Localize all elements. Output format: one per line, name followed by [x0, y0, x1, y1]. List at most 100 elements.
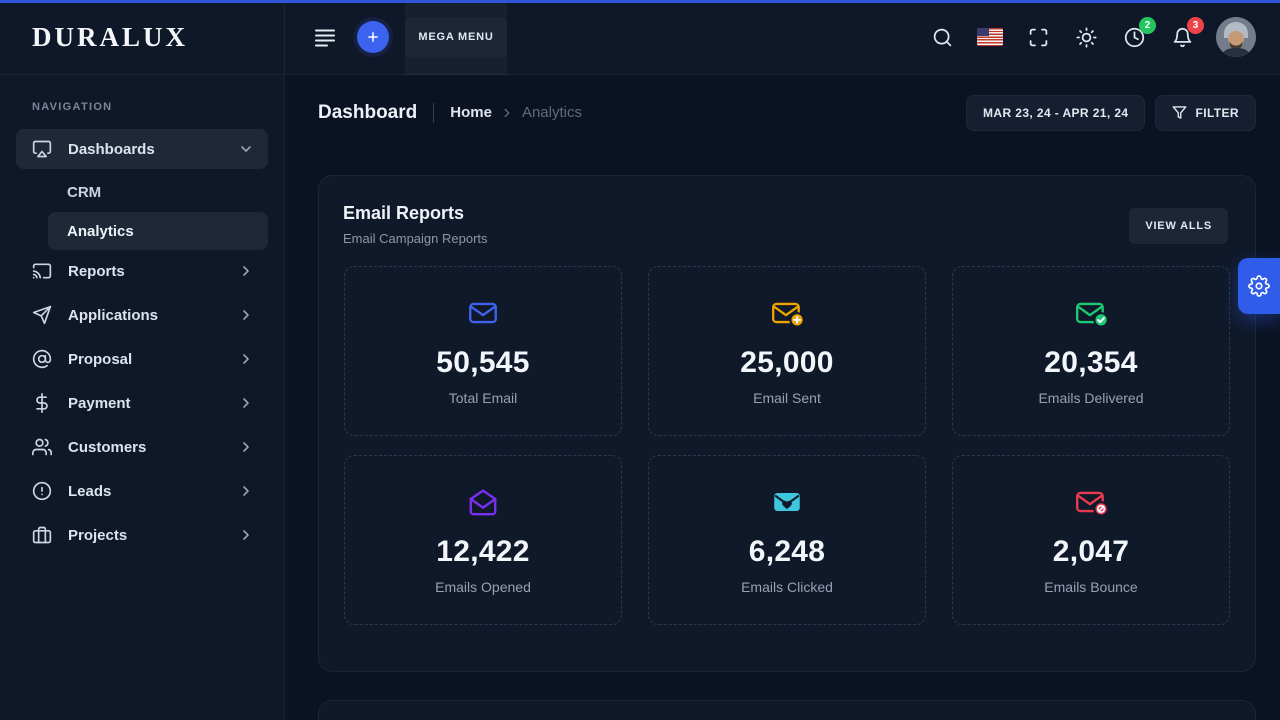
search-icon	[933, 28, 951, 46]
mail-icon	[469, 302, 497, 324]
activity-count-badge: 2	[1139, 17, 1156, 34]
breadcrumb-divider	[433, 102, 435, 123]
breadcrumb-home-link[interactable]: Home	[450, 104, 492, 121]
user-avatar[interactable]	[1216, 17, 1256, 57]
mega-menu-button[interactable]: MEGA MENU	[405, 16, 507, 58]
fullscreen-button[interactable]	[1014, 13, 1062, 61]
stat-tile-total-email: 50,545 Total Email	[344, 266, 622, 436]
bell-icon	[1173, 27, 1191, 47]
date-range-button[interactable]: MAR 23, 24 - APR 21, 24	[966, 94, 1146, 131]
mega-menu-strip: MEGA MENU	[405, 0, 507, 75]
at-sign-icon	[32, 349, 52, 369]
activity-button[interactable]: 2	[1110, 13, 1158, 61]
sidebar-item-leads[interactable]: Leads	[16, 471, 268, 511]
sidebar-item-applications[interactable]: Applications	[16, 295, 268, 335]
sidebar: DURALUX NAVIGATION Dashboards CRM Analyt…	[0, 0, 285, 720]
chevron-right-icon	[243, 310, 249, 320]
sidebar-item-label: Dashboards	[68, 140, 155, 158]
notification-count-badge: 3	[1187, 17, 1204, 34]
date-range-label: MAR 23, 24 - APR 21, 24	[983, 105, 1129, 120]
header-right-group: 2 3	[918, 13, 1280, 61]
stat-label: Emails Delivered	[1038, 390, 1144, 406]
avatar-image	[1216, 17, 1256, 57]
sidebar-item-label: Projects	[68, 526, 128, 544]
chevron-down-icon	[241, 146, 251, 152]
mail-heart-icon	[774, 492, 800, 512]
chevron-right-icon	[243, 530, 249, 540]
stat-label: Email Sent	[753, 390, 821, 406]
email-reports-card-head: Email Reports Email Campaign Reports VIE…	[319, 176, 1255, 246]
hamburger-icon	[315, 29, 335, 47]
theme-toggle-button[interactable]	[1062, 13, 1110, 61]
nav-section-label: NAVIGATION	[32, 101, 113, 113]
sidebar-item-crm[interactable]: CRM	[48, 173, 268, 211]
stat-value: 25,000	[740, 346, 834, 379]
top-header: MEGA MENU 2 3	[285, 0, 1280, 75]
settings-fab-button[interactable]	[1238, 258, 1280, 314]
sidebar-item-payment[interactable]: Payment	[16, 383, 268, 423]
email-stats-grid: 50,545 Total Email 25,000 Email Sent	[319, 246, 1255, 625]
filter-funnel-icon	[1173, 106, 1187, 119]
menu-toggle-button[interactable]	[307, 19, 343, 55]
briefcase-icon	[32, 526, 52, 544]
chevron-right-icon	[243, 486, 249, 496]
stat-tile-emails-clicked: 6,248 Emails Clicked	[648, 455, 926, 625]
mail-check-icon	[1076, 302, 1108, 328]
card-title: Email Reports	[343, 203, 465, 223]
sidebar-subitem-label: Analytics	[67, 222, 134, 240]
page-title: Dashboard	[318, 101, 418, 123]
brand[interactable]: DURALUX	[0, 0, 284, 75]
sidebar-nav: Dashboards CRM Analytics Reports Applica…	[0, 129, 284, 555]
stat-label: Emails Opened	[435, 579, 531, 595]
stat-tile-emails-opened: 12,422 Emails Opened	[344, 455, 622, 625]
stat-value: 20,354	[1044, 346, 1138, 379]
clock-icon	[1124, 27, 1144, 47]
page-head: Dashboard Home Analytics MAR 23, 24 - AP…	[318, 88, 1256, 137]
stat-value: 6,248	[748, 535, 826, 568]
notifications-button[interactable]: 3	[1158, 13, 1206, 61]
sidebar-item-label: Payment	[68, 394, 131, 412]
stat-value: 50,545	[436, 346, 530, 379]
filter-label: FILTER	[1195, 105, 1239, 120]
email-reports-card: Email Reports Email Campaign Reports VIE…	[318, 175, 1256, 672]
stat-label: Emails Bounce	[1044, 579, 1138, 595]
mail-open-icon	[469, 489, 497, 516]
alert-circle-icon	[32, 481, 52, 501]
airplay-icon	[32, 140, 52, 158]
dollar-icon	[36, 393, 48, 413]
breadcrumb-current: Analytics	[521, 104, 582, 121]
email-reports-titles: Email Reports Email Campaign Reports	[343, 203, 488, 246]
quick-add-button[interactable]	[357, 21, 389, 53]
sidebar-item-label: Customers	[68, 438, 147, 456]
sidebar-item-dashboards[interactable]: Dashboards	[16, 129, 268, 169]
brand-logo-text: DURALUX	[32, 21, 188, 52]
stat-value: 12,422	[436, 535, 530, 568]
main-content: Dashboard Home Analytics MAR 23, 24 - AP…	[285, 75, 1280, 720]
sun-icon	[1075, 26, 1097, 48]
stat-tile-emails-bounce: 2,047 Emails Bounce	[952, 455, 1230, 625]
sidebar-item-customers[interactable]: Customers	[16, 427, 268, 467]
language-button[interactable]	[966, 13, 1014, 61]
sidebar-item-proposal[interactable]: Proposal	[16, 339, 268, 379]
sidebar-item-label: Applications	[68, 306, 159, 324]
sidebar-item-reports[interactable]: Reports	[16, 251, 268, 291]
sidebar-item-projects[interactable]: Projects	[16, 515, 268, 555]
maximize-icon	[1029, 28, 1047, 46]
filter-button[interactable]: FILTER	[1155, 94, 1256, 131]
stat-tile-email-sent: 25,000 Email Sent	[648, 266, 926, 436]
sidebar-item-label: Leads	[68, 482, 112, 500]
stat-label: Total Email	[448, 390, 518, 406]
stat-tile-emails-delivered: 20,354 Emails Delivered	[952, 266, 1230, 436]
gear-icon	[1248, 275, 1270, 297]
chevron-right-icon	[243, 442, 249, 452]
view-alls-button[interactable]: VIEW ALLS	[1129, 208, 1228, 244]
search-button[interactable]	[918, 13, 966, 61]
sidebar-item-analytics[interactable]: Analytics	[48, 212, 268, 250]
us-flag-icon	[977, 28, 1003, 46]
chevron-right-icon	[243, 266, 249, 276]
mail-block-icon	[1076, 491, 1108, 517]
sidebar-subitem-label: CRM	[67, 183, 102, 201]
page-head-actions: MAR 23, 24 - APR 21, 24 FILTER	[966, 94, 1256, 131]
stat-value: 2,047	[1052, 535, 1130, 568]
